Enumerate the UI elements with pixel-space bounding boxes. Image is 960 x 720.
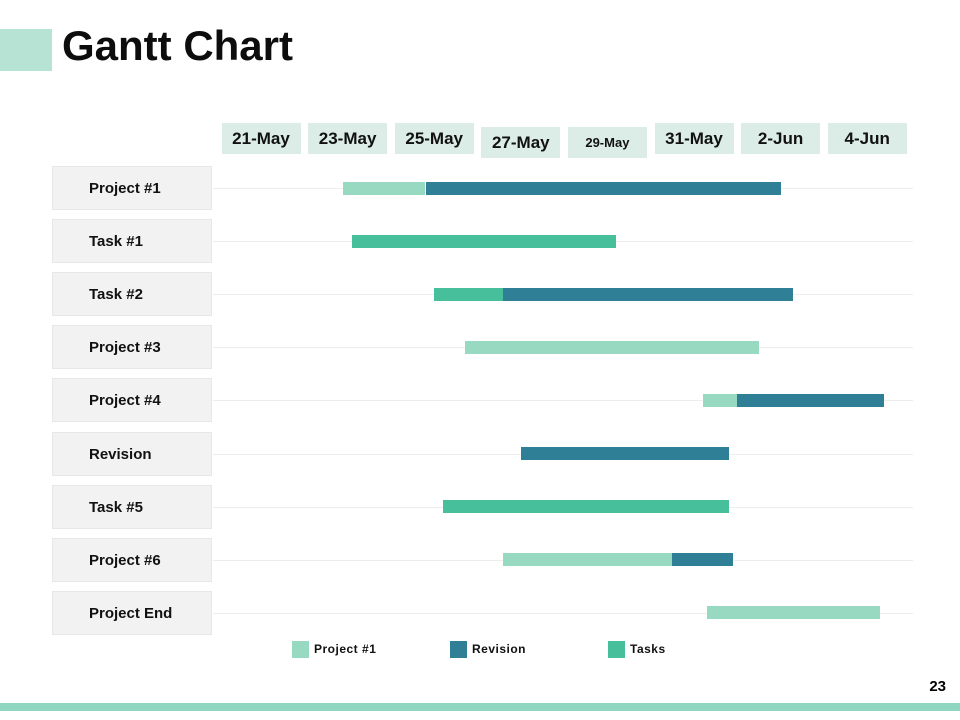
gantt-bar-segment xyxy=(503,288,793,301)
legend-swatch xyxy=(292,640,309,658)
gantt-bar-segment xyxy=(426,182,781,195)
date-header-cell: 2-Jun xyxy=(741,123,821,154)
gantt-bar-segment xyxy=(465,341,759,354)
page-title: Gantt Chart xyxy=(62,22,293,69)
legend-label: Revision xyxy=(472,642,527,656)
gantt-bar-segment xyxy=(703,394,738,407)
legend-label: Tasks xyxy=(630,642,666,656)
row-label: Project #4 xyxy=(52,378,212,422)
row-label: Task #2 xyxy=(52,272,212,316)
gantt-bar-segment xyxy=(434,288,503,301)
gantt-bar-segment xyxy=(521,447,729,460)
title-accent-square xyxy=(0,29,52,71)
row-label: Project #3 xyxy=(52,325,212,369)
date-header-cell: 31-May xyxy=(654,123,734,154)
gantt-bar-segment xyxy=(352,235,616,248)
legend-item: Revision xyxy=(450,640,526,658)
row-label: Project End xyxy=(52,591,212,635)
legend-swatch xyxy=(450,640,467,658)
date-header-cell: 23-May xyxy=(308,123,388,154)
gantt-bar-segment xyxy=(443,500,729,513)
row-label: Project #1 xyxy=(52,166,212,210)
bottom-accent-bar xyxy=(0,703,960,711)
row-label: Task #5 xyxy=(52,485,212,529)
gantt-bar-segment xyxy=(737,394,884,407)
date-header-cell: 25-May xyxy=(394,123,474,154)
gantt-bar-segment xyxy=(343,182,425,195)
row-label: Revision xyxy=(52,432,212,476)
gantt-bar-segment xyxy=(503,553,672,566)
row-grid-line xyxy=(213,400,913,401)
gantt-bar-segment xyxy=(672,553,733,566)
row-label: Project #6 xyxy=(52,538,212,582)
gantt-bar-segment xyxy=(707,606,880,619)
date-header-cell: 27-May xyxy=(481,127,561,158)
page-number: 23 xyxy=(929,678,946,695)
date-header-cell: 4-Jun xyxy=(827,123,907,154)
row-label: Task #1 xyxy=(52,219,212,263)
date-header-cell: 29-May xyxy=(567,127,647,158)
legend-label: Project #1 xyxy=(314,642,377,656)
date-header-cell: 21-May xyxy=(221,123,301,154)
legend-item: Project #1 xyxy=(292,640,376,658)
row-grid-line xyxy=(213,613,913,614)
legend-item: Tasks xyxy=(608,640,666,658)
legend-swatch xyxy=(608,640,625,658)
